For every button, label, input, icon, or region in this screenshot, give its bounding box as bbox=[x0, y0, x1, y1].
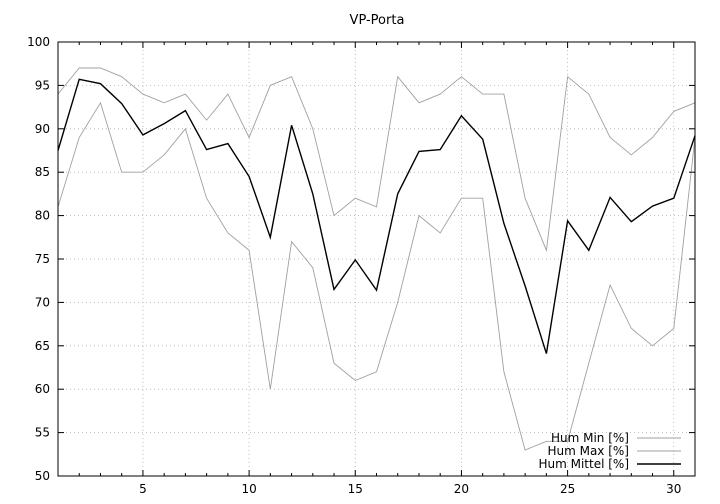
plot-frame bbox=[57, 41, 696, 477]
series-group bbox=[57, 67, 696, 451]
chart-title: VP-Porta bbox=[350, 13, 405, 28]
x-tick-label: 20 bbox=[454, 482, 469, 496]
legend: Hum Min [%]Hum Max [%]Hum Mittel [%] bbox=[538, 431, 681, 471]
y-tick-label: 75 bbox=[35, 252, 50, 266]
legend-label-2: Hum Max [%] bbox=[547, 444, 629, 458]
x-tick-label: 15 bbox=[348, 482, 363, 496]
legend-label-1: Hum Min [%] bbox=[551, 431, 629, 445]
axes: 50 55 60 65 70 75 80 85 90 95 100 5 10 15 20 25 30 bbox=[27, 35, 696, 496]
y-tick-label: 95 bbox=[35, 78, 50, 92]
y-tick-label: 60 bbox=[35, 382, 50, 396]
y-tick-label: 90 bbox=[35, 122, 50, 136]
x-tick-label: 25 bbox=[560, 482, 575, 496]
y-tick-label: 85 bbox=[35, 165, 50, 179]
x-tick-label: 10 bbox=[241, 482, 256, 496]
series-line-1 bbox=[57, 101, 696, 451]
grid bbox=[58, 42, 695, 476]
x-tick-label: 30 bbox=[666, 482, 681, 496]
series-line-2 bbox=[57, 67, 696, 253]
y-tick-label: 70 bbox=[35, 295, 50, 309]
legend-label-3: Hum Mittel [%] bbox=[538, 457, 629, 471]
y-tick-label: 55 bbox=[35, 426, 50, 440]
series-line-3 bbox=[57, 78, 696, 354]
x-tick-label: 5 bbox=[139, 482, 147, 496]
y-tick-label: 100 bbox=[27, 35, 50, 49]
y-tick-label: 80 bbox=[35, 209, 50, 223]
y-tick-label: 50 bbox=[35, 469, 50, 483]
y-tick-label: 65 bbox=[35, 339, 50, 353]
